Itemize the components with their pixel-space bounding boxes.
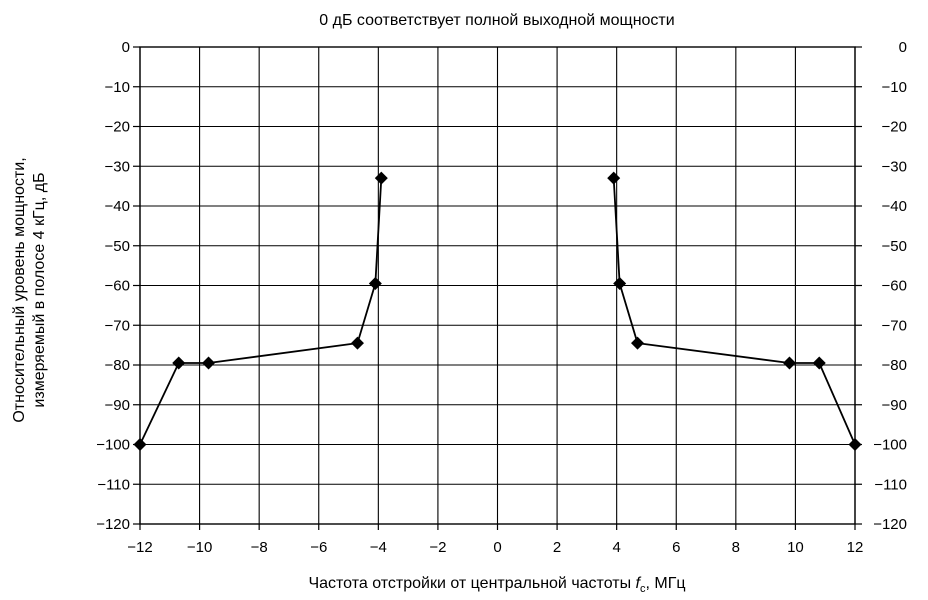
y-tick-label-left: −90 [105,397,130,414]
x-axis-label-subscript: c [640,583,646,595]
y-axis-label-line2: измеряемый в полосе 4 кГц, дБ [31,172,48,407]
y-tick-label-left: −30 [105,158,130,175]
chart-title: 0 дБ соответствует полной выходной мощно… [319,12,674,29]
x-axis-label: Частота отстройки от центральной частоты… [308,575,685,595]
data-point [631,336,645,350]
x-tick-label: 8 [732,539,740,556]
y-axis-label: Относительный уровень мощности, измеряем… [11,157,48,422]
x-axis-label-suffix: , МГц [645,575,685,592]
y-tick-label-left: −10 [105,79,130,96]
x-tick-label: −4 [370,539,387,556]
data-point [613,277,627,291]
y-tick-label-left: −80 [105,357,130,374]
y-tick-label-left: −40 [105,198,130,215]
x-axis-label-symbol: f [636,575,642,592]
data-point [133,438,147,451]
y-tick-label-left: −60 [105,278,130,295]
y-tick-label-right: −100 [873,437,907,454]
x-axis: −12 −10 −8 −6 −4 −2 0 2 4 6 8 10 12 [127,524,863,556]
series-line-1 [139,178,383,445]
y-tick-label-right: −60 [882,278,907,295]
data-point [812,356,826,370]
data-point [172,356,186,370]
x-tick-label: −10 [187,539,212,556]
x-tick-label: 2 [553,539,561,556]
y-axis-right: 0 −10 −20 −30 −40 −50 −60 −70 −80 −90 −100 −110 −120 [855,39,907,533]
data-point [202,356,216,370]
series-group [133,171,862,451]
data-point [374,171,388,185]
x-tick-label: 12 [847,539,864,556]
data-point [782,356,796,370]
y-tick-label-left: −120 [96,516,130,533]
x-tick-label: −8 [251,539,268,556]
x-tick-label: 0 [493,539,501,556]
y-tick-label-left: 0 [122,39,130,56]
y-tick-label-right: −110 [874,476,907,493]
y-tick-label-left: −20 [105,119,130,136]
series-line-2 [612,178,856,445]
y-axis-left: 0 −10 −20 −30 −40 −50 −60 −70 −80 −90 −100 −110 −120 [96,39,140,533]
y-tick-label-left: −110 [97,476,130,493]
y-tick-label-left: −70 [105,317,130,334]
x-tick-label: 6 [672,539,680,556]
y-tick-label-right: −80 [882,357,907,374]
x-tick-label: −2 [429,539,446,556]
y-tick-label-right: −50 [882,238,907,255]
y-tick-label-left: −50 [105,238,130,255]
y-tick-label-right: −120 [873,516,907,533]
y-tick-label-right: −90 [882,397,907,414]
x-tick-label: 4 [612,539,620,556]
data-point [350,336,364,350]
y-axis-label-line1: Относительный уровень мощности, [11,157,28,422]
y-tick-label-right: −40 [882,198,907,215]
grid [139,46,856,525]
data-point [848,438,862,451]
x-tick-label: −12 [127,539,152,556]
x-axis-label-prefix: Частота отстройки от центральной частоты [308,575,635,592]
x-tick-label: −6 [310,539,327,556]
data-point [368,277,382,291]
y-tick-label-left: −100 [96,437,130,454]
y-tick-label-right: −70 [882,317,907,334]
data-point [607,171,621,185]
y-tick-label-right: −30 [882,158,907,175]
y-tick-label-right: −20 [882,119,907,136]
y-tick-label-right: −10 [882,79,907,96]
x-tick-label: 10 [787,539,804,556]
y-tick-label-right: 0 [899,39,907,56]
